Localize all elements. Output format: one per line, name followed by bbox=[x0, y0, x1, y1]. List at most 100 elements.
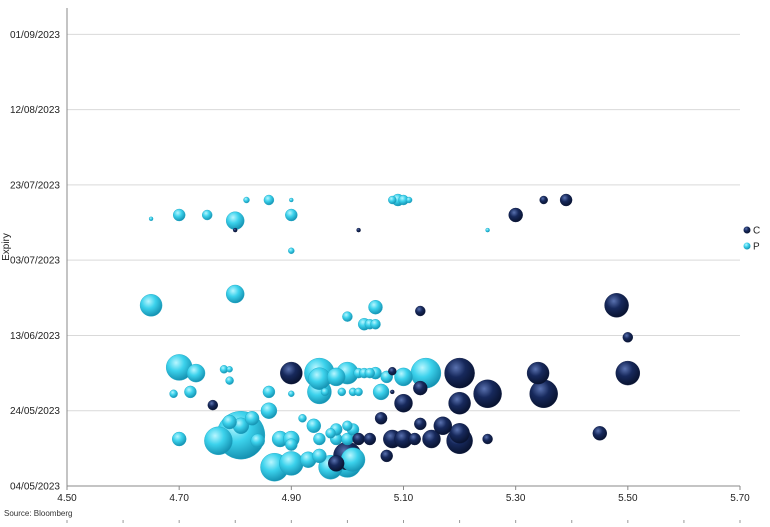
y-tick-label: 24/05/2023 bbox=[10, 406, 60, 417]
bubble-C bbox=[380, 449, 393, 463]
y-tick-label: 01/09/2023 bbox=[10, 30, 60, 41]
legend-label-C: C bbox=[753, 226, 760, 237]
bubble-C bbox=[482, 433, 493, 445]
bubble-C bbox=[328, 455, 345, 472]
bubble-C bbox=[473, 379, 502, 408]
source-note: Source: Bloomberg bbox=[4, 509, 73, 518]
bubble-P bbox=[171, 431, 187, 447]
bubble-C bbox=[444, 357, 475, 389]
y-tick-label: 23/07/2023 bbox=[10, 180, 60, 191]
x-tick-label: 5.50 bbox=[618, 493, 638, 504]
legend-marker-P bbox=[743, 242, 751, 250]
x-tick-label: 5.70 bbox=[730, 493, 750, 504]
y-tick-label: 13/06/2023 bbox=[10, 331, 60, 342]
legend-label-P: P bbox=[753, 242, 760, 253]
bubble-P bbox=[327, 367, 346, 387]
bubble-C bbox=[408, 432, 421, 446]
bubble-P bbox=[306, 418, 321, 433]
bubble-P bbox=[312, 448, 327, 464]
bubble-C bbox=[508, 207, 523, 223]
x-tick-label: 5.30 bbox=[506, 493, 526, 504]
bubble-C bbox=[207, 399, 219, 411]
bubble-C bbox=[280, 361, 303, 385]
bubble-C bbox=[413, 380, 428, 396]
bubble-C bbox=[363, 432, 376, 446]
axes bbox=[66, 8, 740, 487]
y-tick-label: 04/05/2023 bbox=[10, 482, 60, 493]
bubble-P bbox=[279, 451, 304, 476]
bubble-C bbox=[449, 423, 470, 444]
bubble-P bbox=[285, 208, 298, 222]
bubble-P bbox=[298, 414, 307, 423]
bubble-C bbox=[356, 227, 361, 233]
bubble-C bbox=[539, 195, 548, 205]
bubble-P bbox=[320, 387, 330, 397]
bubble-P bbox=[288, 247, 295, 255]
bubble-P bbox=[262, 385, 276, 399]
bubble-P bbox=[289, 197, 294, 203]
bubble-P bbox=[172, 208, 186, 222]
bubble-P bbox=[244, 411, 260, 426]
x-tick-labels: 4.50 4.70 4.90 5.10 5.30 5.50 5.70 bbox=[57, 486, 750, 504]
y-tick-label: 03/07/2023 bbox=[10, 256, 60, 267]
bubble-C bbox=[352, 432, 365, 446]
bubble-P bbox=[169, 389, 178, 398]
bubble-P bbox=[364, 367, 375, 379]
bubble-P bbox=[260, 402, 278, 419]
bubble-C bbox=[422, 429, 441, 449]
bubble-C bbox=[526, 361, 550, 385]
y-tick-labels: 04/05/2023 24/05/2023 13/06/2023 03/07/2023… bbox=[10, 30, 60, 493]
y-axis-title: Expiry bbox=[1, 233, 12, 261]
legend-marker-C bbox=[743, 226, 751, 234]
bubble-P bbox=[337, 387, 346, 397]
bubble-P bbox=[354, 387, 363, 397]
bubble-P bbox=[405, 196, 413, 204]
x-tick-label: 4.70 bbox=[169, 493, 189, 504]
bubble-P bbox=[226, 366, 233, 373]
bubble-P bbox=[342, 311, 353, 322]
x-tick-label: 5.10 bbox=[394, 493, 414, 504]
bubble-P bbox=[370, 319, 381, 330]
bubble-P bbox=[250, 433, 265, 448]
bubble-P bbox=[148, 216, 154, 222]
y-tick-label: 12/08/2023 bbox=[10, 105, 60, 116]
bubble-C bbox=[388, 367, 397, 376]
bubble-P bbox=[372, 383, 390, 401]
bubble-C bbox=[604, 293, 629, 318]
bubble-P bbox=[263, 194, 275, 206]
bubble-P bbox=[388, 195, 397, 205]
bubble-C bbox=[390, 389, 395, 395]
bubble-P bbox=[225, 211, 245, 230]
bubble-P bbox=[342, 420, 353, 431]
bubble-P bbox=[184, 385, 197, 399]
bubble-C bbox=[415, 305, 426, 317]
bubble-P bbox=[485, 227, 490, 233]
bubble-P bbox=[201, 209, 213, 221]
bubble-P bbox=[225, 376, 234, 385]
bubble-C bbox=[622, 332, 633, 343]
bubble-P bbox=[225, 284, 245, 304]
legend: CP bbox=[743, 226, 760, 253]
minor-tick-marks bbox=[66, 520, 741, 523]
bubble-P bbox=[139, 294, 163, 317]
bubble-P bbox=[340, 447, 366, 472]
bubble-C bbox=[529, 379, 558, 408]
x-tick-label: 4.50 bbox=[57, 493, 77, 504]
bubble-P bbox=[204, 426, 233, 455]
bubble-C bbox=[615, 360, 640, 386]
bubble-C bbox=[592, 426, 607, 441]
bubbles bbox=[139, 193, 640, 482]
gridlines bbox=[67, 33, 740, 412]
bubble-P bbox=[325, 428, 336, 439]
bubble-P bbox=[288, 390, 295, 397]
x-tick-label: 4.90 bbox=[282, 493, 302, 504]
bubble-P bbox=[313, 432, 326, 446]
bubble-P bbox=[243, 196, 250, 204]
bubble-P bbox=[368, 300, 383, 315]
bubble-C bbox=[394, 394, 413, 413]
bubble-C bbox=[374, 412, 388, 425]
bubble-C bbox=[232, 227, 238, 233]
bubble-C bbox=[414, 417, 427, 431]
bubble-P bbox=[186, 363, 206, 383]
bubble-C bbox=[433, 416, 452, 435]
